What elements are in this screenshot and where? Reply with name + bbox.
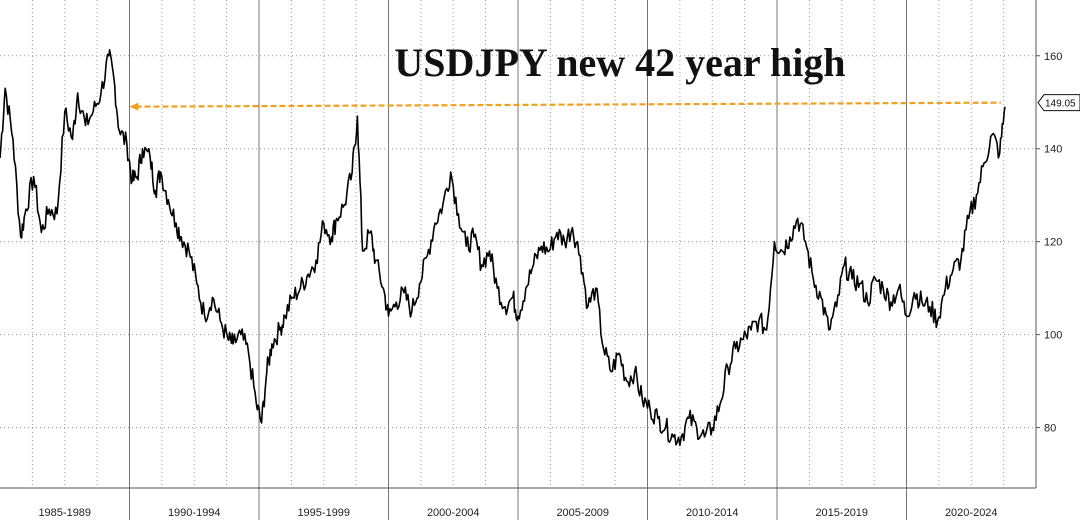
- period-separators: [129, 0, 907, 520]
- x-period-label-1995: 1995-1999: [297, 507, 350, 519]
- chart-title: USDJPY new 42 year high: [394, 40, 845, 85]
- ytick-label-120: 120: [1044, 237, 1062, 249]
- grid-layer: [0, 0, 1040, 488]
- ytick-label-140: 140: [1044, 144, 1062, 156]
- x-period-label-2020: 2020-2024: [945, 507, 998, 519]
- x-period-label-2000: 2000-2004: [427, 507, 480, 519]
- ytick-label-100: 100: [1044, 330, 1062, 342]
- ytick-label-80: 80: [1044, 423, 1056, 435]
- last-value-badge-bg: [1037, 94, 1080, 112]
- x-period-label-1990: 1990-1994: [168, 507, 221, 519]
- x-period-label-2005: 2005-2009: [556, 507, 609, 519]
- y-tick-labels: 80 100 120 140 160: [1044, 51, 1062, 435]
- last-value-label: 149.05: [1045, 99, 1076, 110]
- series-line-usdjpy: [0, 49, 1006, 447]
- x-period-label-2010: 2010-2014: [686, 507, 739, 519]
- x-period-label-1985: 1985-1989: [38, 507, 91, 519]
- reference-arrow-head: [129, 102, 139, 111]
- x-period-label-2015: 2015-2019: [815, 507, 868, 519]
- reference-line: [135, 101, 1001, 108]
- x-period-labels: 1985-1989 1990-1994 1995-1999 2000-2004 2005…: [38, 507, 997, 519]
- last-value-badge: 149.05: [1037, 94, 1080, 112]
- ytick-label-160: 160: [1044, 51, 1062, 63]
